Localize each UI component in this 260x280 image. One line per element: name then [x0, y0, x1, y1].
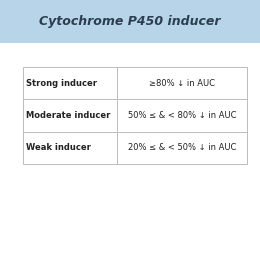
Text: ≥80% ↓ in AUC: ≥80% ↓ in AUC [149, 79, 215, 88]
Bar [23, 67, 247, 164]
Bar [0, 0, 260, 43]
Text: Moderate inducer: Moderate inducer [26, 111, 110, 120]
Text: Strong inducer: Strong inducer [26, 79, 97, 88]
Text: Weak inducer: Weak inducer [26, 143, 91, 152]
Text: Cytochrome P450 inducer: Cytochrome P450 inducer [39, 15, 221, 28]
Text: 20% ≤ & < 50% ↓ in AUC: 20% ≤ & < 50% ↓ in AUC [128, 143, 236, 152]
Text: 50% ≤ & < 80% ↓ in AUC: 50% ≤ & < 80% ↓ in AUC [128, 111, 236, 120]
